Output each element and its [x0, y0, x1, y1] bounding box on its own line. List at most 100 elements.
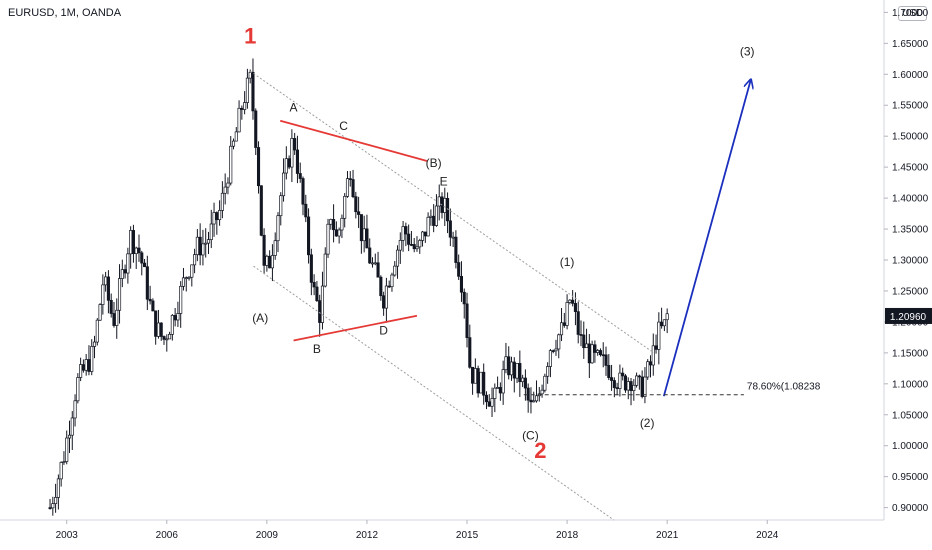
- candle-body: [626, 381, 630, 391]
- candle-body: [448, 220, 452, 238]
- candle-body: [309, 254, 313, 283]
- candle-body: [571, 299, 575, 304]
- candle-body: [215, 212, 219, 221]
- candle-body: [621, 372, 625, 377]
- candle-body: [129, 230, 133, 255]
- last-price-label: 1.20960: [890, 312, 927, 323]
- candle-body: [173, 315, 177, 321]
- price-tick-label: 1.35000: [892, 225, 929, 236]
- candle-body: [412, 244, 416, 250]
- candle-body: [576, 311, 580, 335]
- candle-body: [473, 368, 477, 384]
- candle-body: [362, 228, 366, 242]
- candle-body: [340, 217, 344, 231]
- candle-body: [526, 387, 530, 401]
- candle-body: [618, 372, 622, 389]
- candle-body: [287, 158, 291, 168]
- wave-label: (2): [640, 416, 655, 430]
- candle-body: [554, 348, 558, 352]
- candle-body: [646, 361, 650, 378]
- candle-body: [404, 226, 408, 235]
- candle-body: [290, 138, 294, 168]
- candle-body: [379, 276, 383, 297]
- candle-body: [220, 192, 224, 211]
- candle-body: [198, 236, 202, 256]
- candle-body: [387, 285, 391, 288]
- price-tick-label: 1.70000: [892, 8, 929, 19]
- last-price-tag: [885, 307, 932, 324]
- candle-body: [415, 246, 419, 250]
- candle-body: [409, 244, 413, 246]
- wave-label: C: [339, 119, 348, 133]
- candle-body: [237, 107, 241, 133]
- candle-body: [270, 255, 274, 269]
- candle-body: [557, 334, 561, 350]
- candle-body: [87, 359, 91, 372]
- candle-body: [493, 387, 497, 399]
- candle-body: [454, 236, 458, 263]
- price-tick-label: 1.10000: [892, 379, 929, 390]
- candle-body: [479, 371, 483, 394]
- candle-body: [262, 234, 266, 266]
- channel-lower: [253, 265, 615, 521]
- candle-body: [320, 285, 325, 323]
- candle-body: [459, 275, 464, 293]
- candle-body: [643, 376, 647, 397]
- candle-body: [151, 300, 155, 312]
- candle-body: [193, 254, 197, 266]
- candle-body: [104, 276, 108, 286]
- candles: [48, 58, 669, 516]
- candle-body: [562, 322, 566, 326]
- candle-body: [98, 304, 102, 321]
- candle-body: [326, 223, 330, 255]
- candle-body: [126, 253, 130, 274]
- candle-body: [67, 434, 72, 439]
- candle-body: [446, 198, 450, 222]
- price-tick-label: 1.30000: [892, 256, 929, 267]
- wave-label: (C): [522, 429, 539, 443]
- candle-body: [293, 138, 297, 151]
- wave-label: (1): [560, 255, 575, 269]
- candle-body: [301, 178, 305, 205]
- time-tick-label: 2015: [456, 530, 479, 541]
- candle-body: [498, 387, 502, 394]
- candle-body: [312, 282, 316, 288]
- candle-body: [109, 299, 113, 314]
- time-tick-label: 2009: [256, 530, 279, 541]
- candle-body: [382, 295, 386, 309]
- candle-body: [81, 364, 85, 371]
- candle-body: [323, 253, 327, 287]
- candle-body: [601, 354, 605, 357]
- candle-body: [229, 145, 233, 184]
- candle-body: [162, 336, 166, 340]
- candle-body: [212, 212, 216, 225]
- candle-body: [573, 303, 577, 313]
- candle-body: [179, 285, 183, 314]
- candle-body: [632, 384, 636, 391]
- candle-body: [59, 462, 63, 480]
- candle-body: [501, 369, 505, 394]
- price-tick-label: 1.05000: [892, 410, 929, 421]
- wave-label: (B): [426, 156, 442, 170]
- candle-body: [65, 437, 69, 462]
- candle-body: [429, 215, 433, 218]
- candle-body: [95, 319, 99, 343]
- candle-body: [318, 300, 322, 323]
- price-tick-label: 1.00000: [892, 441, 929, 452]
- candle-body: [443, 198, 447, 213]
- candle-body: [365, 228, 369, 249]
- candle-body: [407, 233, 411, 245]
- candle-body: [115, 309, 119, 326]
- candle-body: [529, 399, 533, 403]
- candle-body: [635, 375, 639, 386]
- price-tick-label: 0.95000: [892, 472, 929, 483]
- candle-body: [548, 350, 552, 367]
- candle-body: [629, 381, 633, 391]
- candle-body: [315, 286, 319, 301]
- candle-body: [206, 239, 211, 244]
- candle-body: [582, 334, 586, 349]
- currency-badge[interactable]: USD: [898, 6, 928, 21]
- candle-body: [279, 195, 283, 217]
